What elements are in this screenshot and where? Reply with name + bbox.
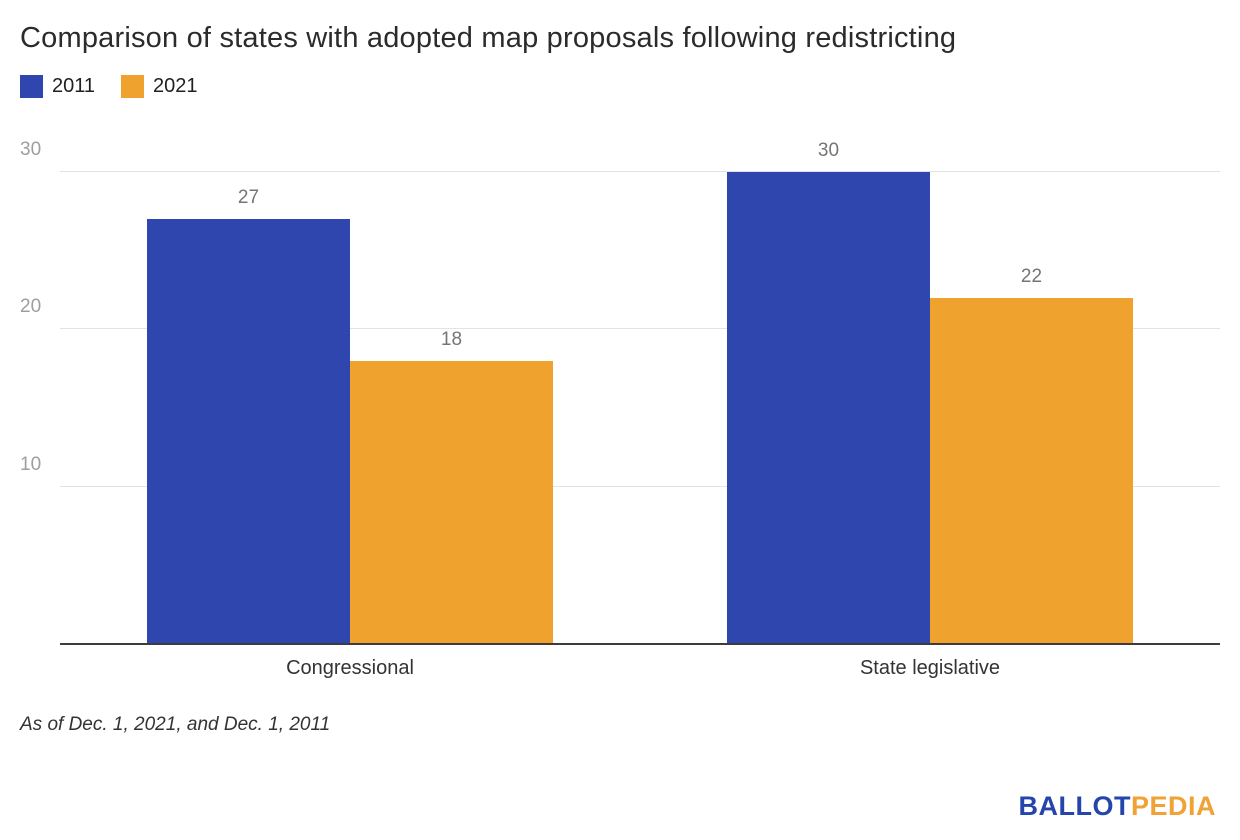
legend-label: 2011 [52,75,96,97]
footnote: As of Dec. 1, 2021, and Dec. 1, 2011 [20,714,331,735]
bar: 18 [350,329,553,645]
logo-text-ballot: BALLOT [1018,791,1131,821]
y-tick-label: 30 [20,138,42,160]
bar-group: 30 22 [640,140,1220,645]
legend-item: 2021 [121,75,198,98]
bar-group: 27 18 [60,140,640,645]
bar: 30 [727,140,930,645]
gridline [60,486,1220,488]
bar-value-label: 30 [817,139,840,161]
y-tick-label: 10 [20,454,42,476]
legend-swatch [20,75,43,98]
legend-label: 2021 [153,75,198,97]
logo-text-pedia: PEDIA [1130,791,1216,821]
x-axis-labels: Congressional State legislative [60,657,1220,680]
bar-value-label: 22 [1020,265,1043,287]
legend: 2011 2021 [20,75,1220,98]
bar-value-label: 27 [237,186,260,208]
bar: 22 [930,266,1133,645]
legend-item: 2011 [20,75,95,98]
chart-area: 10 20 30 27 18 30 22 [20,138,1220,645]
gridline [60,328,1220,330]
y-axis-labels: 10 20 30 [20,138,60,645]
x-axis-category-label: State legislative [859,657,1001,679]
grid-layer [60,140,1220,645]
chart-title: Comparison of states with adopted map pr… [20,22,957,54]
bars-layer: 27 18 30 22 [60,140,1220,645]
ballotpedia-logo: BALLOTPEDIA [1018,791,1216,822]
bar: 27 [147,187,350,645]
legend-swatch [121,75,145,98]
bar-value-label: 18 [440,328,463,350]
y-tick-label: 20 [20,296,42,318]
gridline [60,170,1220,172]
x-axis-category-label: Congressional [286,657,414,679]
x-axis-line [60,643,1220,645]
